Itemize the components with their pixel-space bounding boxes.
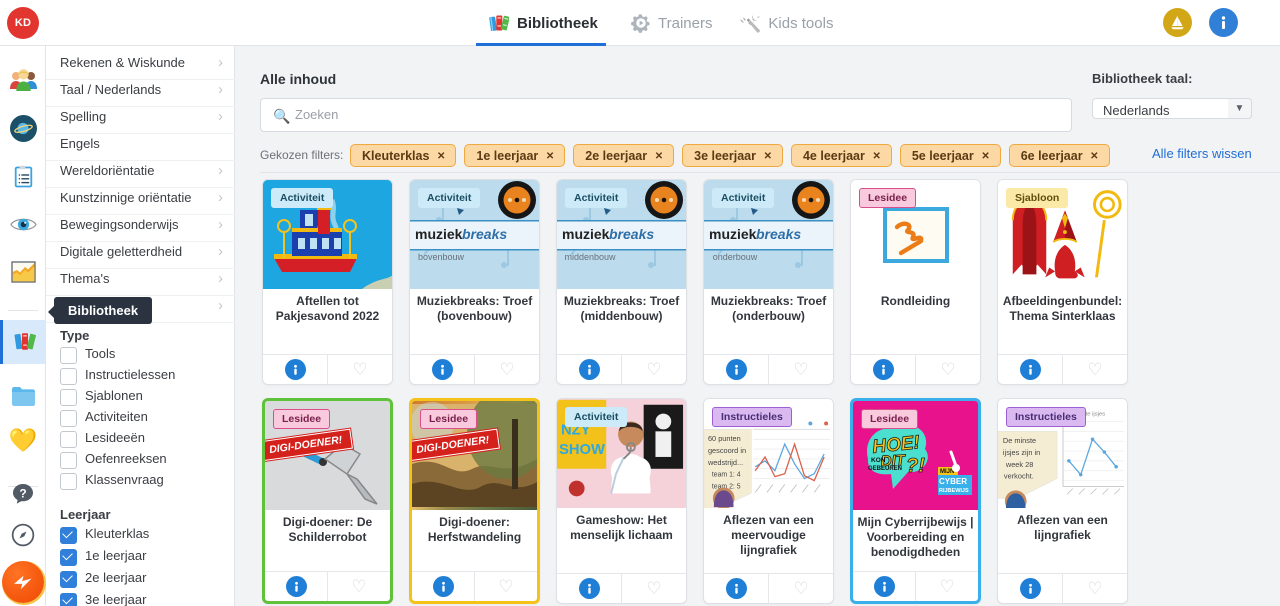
svg-text:onderbouw: onderbouw	[713, 252, 758, 262]
svg-text:?!: ?!	[906, 455, 925, 477]
svg-text:breaks: breaks	[609, 226, 654, 242]
svg-text:SHOW: SHOW	[559, 442, 605, 458]
svg-text:middenbouw: middenbouw	[564, 252, 616, 262]
svg-text:breaks: breaks	[756, 226, 801, 242]
svg-text:breaks: breaks	[462, 226, 507, 242]
svg-text:muziek: muziek	[562, 226, 610, 242]
svg-text:week 28: week 28	[1005, 460, 1033, 469]
svg-text:KON: KON	[871, 457, 886, 464]
svg-text:verkocht.: verkocht.	[1004, 472, 1034, 481]
svg-text:team 1: 4: team 1: 4	[712, 472, 741, 479]
svg-text:ijsjes zijn in: ijsjes zijn in	[1003, 448, 1040, 457]
svg-text:bovenbouw: bovenbouw	[418, 252, 465, 262]
svg-text:MIJN: MIJN	[940, 469, 954, 475]
svg-text:?: ?	[19, 487, 26, 501]
svg-text:De minste: De minste	[1003, 436, 1036, 445]
svg-text:muziek: muziek	[709, 226, 757, 242]
svg-text:CYBER: CYBER	[939, 477, 967, 486]
svg-text:60 punten: 60 punten	[708, 434, 741, 443]
svg-text:muziek: muziek	[415, 226, 463, 242]
svg-text:GEBEUREN: GEBEUREN	[868, 466, 902, 472]
svg-text:RIJBEWIJS: RIJBEWIJS	[939, 488, 969, 494]
svg-text:wedstrijd...: wedstrijd...	[707, 458, 743, 467]
svg-text:gescoord in: gescoord in	[708, 446, 746, 455]
